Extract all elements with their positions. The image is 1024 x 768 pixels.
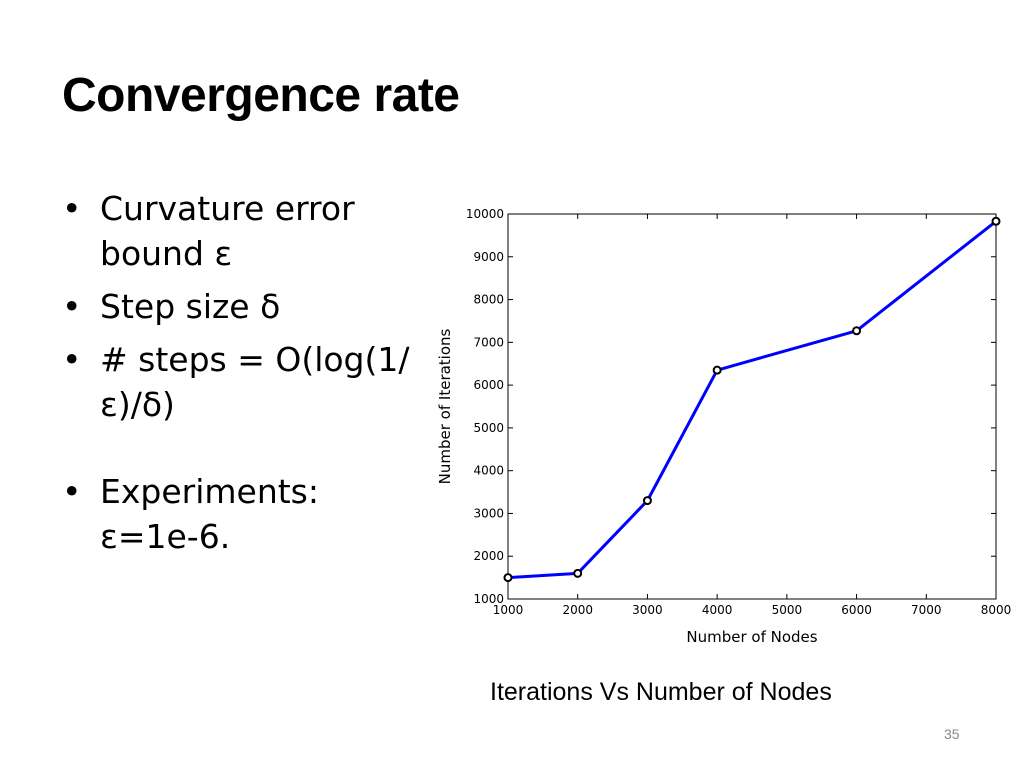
bullet-text: Curvature error bound ε <box>100 189 355 273</box>
data-point <box>712 365 722 375</box>
data-point <box>852 326 862 336</box>
x-tick-label: 1000 <box>493 603 524 617</box>
bullet-dot: • <box>62 287 82 326</box>
bullet-item: • Curvature error bound ε <box>62 186 422 276</box>
x-tick-label: 7000 <box>911 603 942 617</box>
bullet-dot: • <box>62 340 82 379</box>
page-number: 35 <box>944 726 960 742</box>
series-line <box>507 220 997 580</box>
y-axis-label: Number of Iterations <box>436 328 454 484</box>
y-tick-label: 5000 <box>473 421 504 435</box>
x-axis-label: Number of Nodes <box>686 628 817 646</box>
chart-caption: Iterations Vs Number of Nodes <box>490 678 832 706</box>
plot-frame <box>507 213 997 600</box>
line-chart: 1000 2000 3000 4000 5000 6000 7000 8000 1000 2000… <box>436 207 1012 646</box>
bullet-dot: • <box>62 472 82 511</box>
bullet-text: Experiments: ε=1e-6. <box>100 472 319 556</box>
x-tick-label: 4000 <box>702 603 733 617</box>
slide-title: Convergence rate <box>62 69 460 122</box>
y-tick-label: 1000 <box>473 592 504 606</box>
x-tick-label: 2000 <box>562 603 593 617</box>
y-tick-label: 10000 <box>466 207 504 221</box>
y-tick-label: 3000 <box>473 506 504 520</box>
data-point <box>991 216 1001 226</box>
y-tick-label: 6000 <box>473 378 504 392</box>
data-point <box>573 568 583 578</box>
bullet-text: # steps = O(log(1/ε)/δ) <box>100 340 410 424</box>
y-tick-label: 8000 <box>473 293 504 307</box>
data-point <box>642 496 652 506</box>
x-tick-label: 3000 <box>632 603 663 617</box>
x-tick-label: 6000 <box>841 603 872 617</box>
bullet-item: • # steps = O(log(1/ε)/δ) <box>62 337 422 427</box>
y-tick-label: 7000 <box>473 335 504 349</box>
x-tick-label: 8000 <box>981 603 1012 617</box>
bullet-list: • Curvature error bound ε • Step size δ • #… <box>62 186 422 559</box>
chart-container: 1000 2000 3000 4000 5000 6000 7000 8000 1000 2000… <box>420 195 1020 670</box>
bullet-dot: • <box>62 189 82 228</box>
data-point <box>503 573 513 583</box>
y-tick-label: 4000 <box>473 464 504 478</box>
bullet-item: • Step size δ <box>62 284 422 329</box>
y-tick-label: 2000 <box>473 549 504 563</box>
x-tick-label: 5000 <box>772 603 803 617</box>
y-tick-label: 9000 <box>473 250 504 264</box>
bullet-item: • Experiments: ε=1e-6. <box>62 469 422 559</box>
bullet-text: Step size δ <box>100 287 281 326</box>
